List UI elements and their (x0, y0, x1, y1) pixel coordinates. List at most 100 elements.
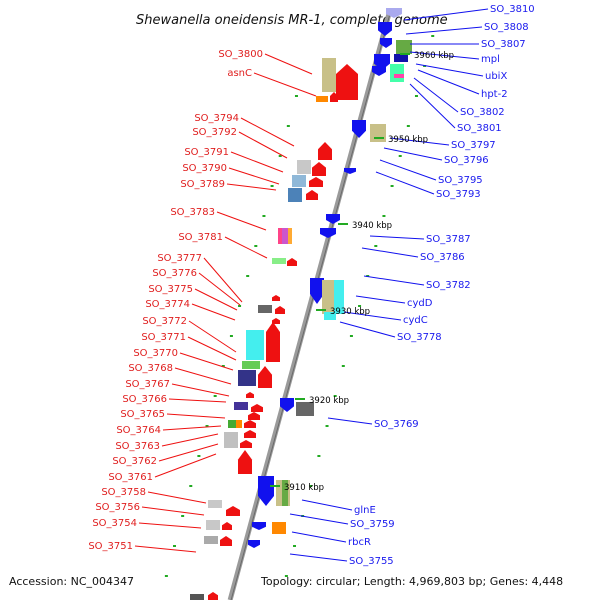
label-leader-line (138, 522, 202, 529)
outer-track-tick (382, 215, 386, 217)
gene-arrow (380, 38, 392, 48)
gene-arrow (344, 168, 356, 174)
genome-title: Shewanella oneidensis MR-1, complete gen… (136, 13, 448, 28)
gene-box (334, 280, 344, 314)
label-leader-line (383, 147, 443, 161)
label-leader-line (194, 288, 238, 311)
gene-arrow (251, 404, 263, 412)
gene-box (394, 54, 408, 62)
label-leader-line (415, 63, 484, 77)
outer-track-tick (366, 275, 370, 277)
inner-track-tick (262, 215, 266, 217)
gene-box (224, 432, 238, 448)
gene-label-left: SO_3794 (194, 113, 239, 124)
gene-box (296, 402, 314, 416)
label-leader-line (224, 236, 268, 259)
label-leader-line (230, 151, 284, 173)
kbp-marker-label: 3910 kbp (284, 483, 324, 493)
gene-arrow (238, 450, 252, 474)
gene-arrow (275, 306, 285, 314)
gene-box (322, 280, 336, 314)
gene-box (206, 520, 220, 530)
label-leader-line (363, 275, 425, 286)
gene-label-left: SO_3783 (170, 207, 215, 218)
gene-label-right: mpl (481, 54, 500, 65)
gene-label-right: hpt-2 (481, 89, 508, 100)
gene-arrow (272, 318, 280, 324)
label-leader-line (409, 51, 480, 60)
inner-track-tick (254, 245, 258, 247)
label-leader-line (291, 531, 347, 543)
gene-label-left: SO_3754 (92, 518, 137, 529)
gene-arrow (336, 64, 358, 100)
outer-track-tick (390, 185, 394, 187)
gene-arrow (258, 366, 272, 388)
gene-label-right: SO_3802 (460, 107, 505, 118)
outer-track-tick (398, 155, 402, 157)
outer-track-tick (309, 485, 313, 487)
gene-arrow (372, 66, 386, 76)
label-leader-line (403, 8, 489, 21)
gene-label-left: SO_3761 (108, 472, 153, 483)
inner-track-tick (270, 185, 274, 187)
label-leader-line (405, 26, 483, 35)
gene-arrow (312, 162, 326, 176)
gene-label-left: SO_3776 (152, 268, 197, 279)
outer-track-tick (293, 545, 297, 547)
gene-label-right: ubiX (485, 71, 507, 82)
gene-label-right: SO_3795 (438, 175, 483, 186)
outer-track-tick (349, 335, 353, 337)
gene-arrow (240, 440, 252, 448)
inner-track-tick (173, 545, 177, 547)
genome-backbone (227, 9, 393, 600)
gene-arrow (252, 522, 266, 530)
gene-label-left: SO_3791 (184, 147, 229, 158)
label-leader-line (134, 545, 197, 553)
gene-label-left: SO_3756 (95, 502, 140, 513)
gene-arrow (378, 22, 392, 36)
gene-box (204, 536, 218, 544)
label-leader-line (162, 425, 222, 431)
gene-label-left: SO_3763 (115, 441, 160, 452)
gene-arrow (244, 420, 256, 428)
outer-track-tick (358, 305, 362, 307)
inner-track-tick (221, 365, 225, 367)
outer-track-tick (333, 395, 337, 397)
gene-arrow (352, 120, 366, 138)
gene-box (394, 74, 404, 78)
gene-label-right: SO_3797 (451, 140, 496, 151)
label-leader-line (228, 167, 280, 185)
label-leader-line (379, 159, 437, 181)
gene-box (228, 420, 240, 428)
label-leader-line (147, 491, 207, 504)
gene-box (282, 480, 288, 506)
inner-track-tick (189, 485, 193, 487)
gene-box (322, 58, 336, 92)
gene-box (258, 305, 272, 313)
gene-label-left: SO_3772 (142, 316, 187, 327)
gene-arrow (258, 476, 274, 506)
gene-label-left: asnC (227, 68, 252, 79)
gene-label-left: SO_3792 (192, 127, 237, 138)
gene-label-right: cydC (403, 315, 428, 326)
label-leader-line (389, 137, 450, 146)
gene-box (316, 96, 328, 102)
gene-box (208, 500, 222, 508)
gene-box (272, 258, 286, 264)
gene-box (396, 40, 412, 54)
gene-label-left: SO_3800 (218, 49, 263, 60)
label-leader-line (141, 506, 205, 516)
outer-track-tick (284, 575, 288, 577)
outer-track-tick (414, 95, 418, 97)
gene-label-right: SO_3796 (444, 155, 489, 166)
kbp-marker-label: 3940 kbp (352, 221, 392, 231)
gene-label-left: SO_3762 (112, 456, 157, 467)
outer-track-tick (431, 35, 435, 37)
gene-box (190, 594, 204, 600)
gene-label-left: SO_3767 (125, 379, 170, 390)
gene-label-left: SO_3781 (178, 232, 223, 243)
gene-arrow (386, 8, 402, 18)
outer-track-tick (317, 455, 321, 457)
label-leader-line (361, 247, 419, 258)
gene-label-left: SO_3774 (145, 299, 190, 310)
